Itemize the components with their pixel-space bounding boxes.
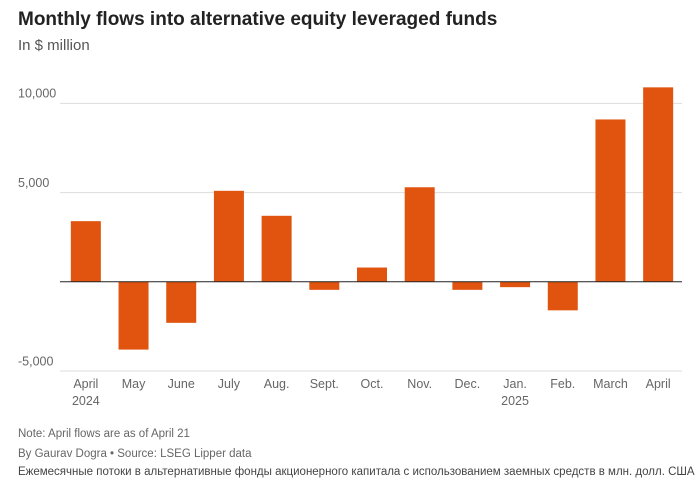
x-tick-label: Jan. 2025 [501,377,529,408]
bar [118,281,149,350]
bar [357,267,387,282]
caption: Ежемесячные потоки в альтернативные фонд… [18,466,695,478]
chart-subtitle: In $ million [18,37,90,54]
bar [166,281,197,323]
byline: By Gaurav Dogra • Source: LSEG Lipper da… [18,448,252,460]
x-tick-label: March [593,377,628,391]
note: Note: April flows are as of April 21 [18,428,190,440]
x-tick-label: April [646,377,671,391]
x-tick-label: May [122,377,146,391]
x-tick-label: Aug. [264,377,290,391]
y-tick-label: 10,000 [18,87,56,101]
x-tick-label: Oct. [361,377,384,391]
bar [70,221,101,282]
y-tick-label: -5,000 [18,354,53,368]
bar [309,281,340,290]
x-tick-label: Dec. [455,377,481,391]
y-tick-label: 5,000 [18,176,49,190]
bar [213,190,244,282]
x-tick-label: Nov. [407,377,432,391]
x-tick-label: July [218,377,241,391]
bar [261,215,292,282]
bar [500,281,531,288]
bar [643,87,674,282]
bar [452,281,483,290]
x-tick-label: Feb. [550,377,575,391]
bar [404,187,435,282]
bar [595,119,626,282]
chart-title: Monthly flows into alternative equity le… [18,9,497,30]
x-tick-label: Sept. [310,377,339,391]
bar [547,281,578,311]
x-tick-label: April 2024 [72,377,100,408]
x-tick-label: June [168,377,195,391]
